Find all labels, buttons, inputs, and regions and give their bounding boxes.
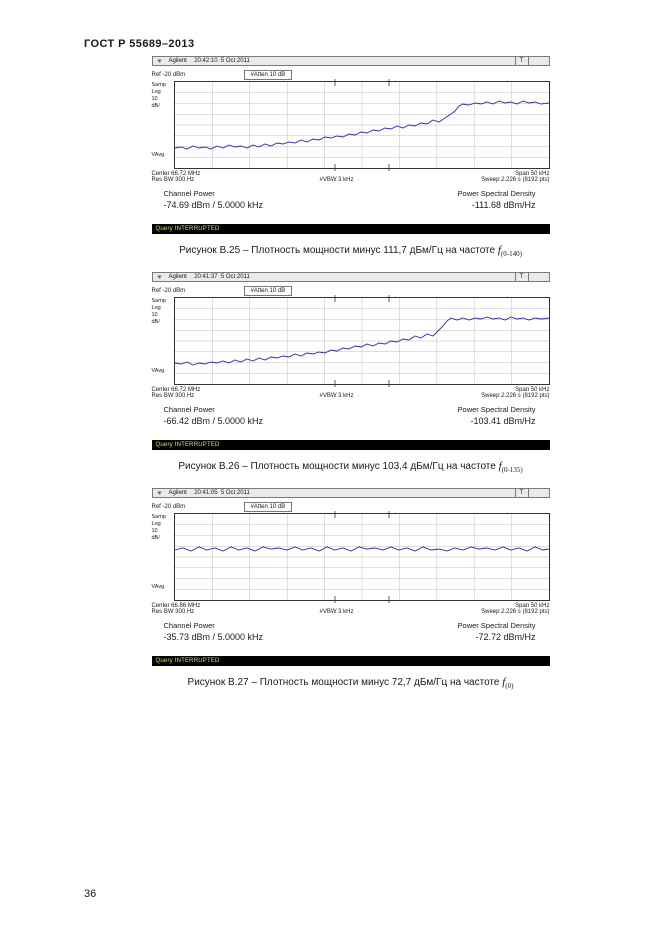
ref-label: Ref -20 dBm — [152, 504, 244, 510]
figure-caption: Рисунок В.27 – Плотность мощности минус … — [152, 676, 550, 690]
analyzer-title-bar: ✳ Agilent 20:41:05 5 Oct 2011 T — [152, 488, 550, 498]
atten-label: #Atten 10 dB — [244, 502, 293, 512]
agilent-logo-icon: ✳ — [155, 273, 165, 281]
y-axis-labels: SampLog10dB/VAvg — [152, 297, 174, 385]
vbw: #VBW 3 kHz — [244, 393, 430, 399]
analyzer-title-bar: ✳ Agilent 20:41:37 5 Oct 2011 T — [152, 272, 550, 282]
trace-indicator: T — [515, 489, 529, 497]
y-axis-labels: SampLog10dB/VAvg — [152, 513, 174, 601]
figure-caption: Рисунок В.26 – Плотность мощности минус … — [152, 460, 550, 474]
timestamp: 20:41:05 5 Oct 2011 — [191, 490, 250, 496]
brand-label: Agilent — [169, 274, 187, 280]
vbw: #VBW 3 kHz — [244, 177, 430, 183]
analyzer-title-bar: ✳ Agilent 20:42:10 5 Oct 2011 T — [152, 56, 550, 66]
res-bw: Res BW 300 Hz — [152, 177, 244, 183]
psd-label: Power Spectral Density — [350, 621, 550, 630]
res-bw: Res BW 300 Hz — [152, 609, 244, 615]
channel-power-label: Channel Power — [152, 621, 350, 630]
spectrum-plot — [174, 297, 550, 385]
atten-label: #Atten 10 dB — [244, 286, 293, 296]
analyzer-panel: ✳ Agilent 20:42:10 5 Oct 2011 T Ref -20 … — [152, 56, 550, 234]
atten-label: #Atten 10 dB — [244, 70, 293, 80]
psd-value: -111.68 dBm/Hz — [350, 200, 550, 210]
figure-26: ✳ Agilent 20:41:37 5 Oct 2011 T Ref -20 … — [152, 272, 550, 474]
channel-power-label: Channel Power — [152, 189, 350, 198]
psd-label: Power Spectral Density — [350, 189, 550, 198]
psd-label: Power Spectral Density — [350, 405, 550, 414]
channel-power-value: -74.69 dBm / 5.0000 kHz — [152, 200, 350, 210]
query-status-bar: Query INTERRUPTED — [152, 440, 550, 450]
spectrum-plot — [174, 513, 550, 601]
brand-label: Agilent — [169, 490, 187, 496]
ref-label: Ref -20 dBm — [152, 288, 244, 294]
channel-power-value: -66.42 dBm / 5.0000 kHz — [152, 416, 350, 426]
psd-value: -103.41 dBm/Hz — [350, 416, 550, 426]
res-bw: Res BW 300 Hz — [152, 393, 244, 399]
timestamp: 20:41:37 5 Oct 2011 — [191, 274, 250, 280]
brand-label: Agilent — [169, 58, 187, 64]
doc-header: ГОСТ Р 55689–2013 — [84, 38, 617, 50]
analyzer-panel: ✳ Agilent 20:41:37 5 Oct 2011 T Ref -20 … — [152, 272, 550, 450]
analyzer-panel: ✳ Agilent 20:41:05 5 Oct 2011 T Ref -20 … — [152, 488, 550, 666]
agilent-logo-icon: ✳ — [155, 57, 165, 65]
ref-label: Ref -20 dBm — [152, 72, 244, 78]
page-number: 36 — [84, 888, 96, 900]
sweep: Sweep 2.226 s (8192 pts) — [430, 177, 550, 183]
channel-power-value: -35.73 dBm / 5.0000 kHz — [152, 632, 350, 642]
timestamp: 20:42:10 5 Oct 2011 — [191, 58, 250, 64]
query-status-bar: Query INTERRUPTED — [152, 224, 550, 234]
spectrum-plot — [174, 81, 550, 169]
trace-indicator: T — [515, 273, 529, 281]
query-status-bar: Query INTERRUPTED — [152, 656, 550, 666]
figure-caption: Рисунок В.25 – Плотность мощности минус … — [152, 244, 550, 258]
channel-power-label: Channel Power — [152, 405, 350, 414]
figure-25: ✳ Agilent 20:42:10 5 Oct 2011 T Ref -20 … — [152, 56, 550, 258]
trace-indicator: T — [515, 57, 529, 65]
figure-27: ✳ Agilent 20:41:05 5 Oct 2011 T Ref -20 … — [152, 488, 550, 690]
y-axis-labels: SampLog10dB/VAvg — [152, 81, 174, 169]
sweep: Sweep 2.226 s (8192 pts) — [430, 393, 550, 399]
vbw: #VBW 3 kHz — [244, 609, 430, 615]
agilent-logo-icon: ✳ — [155, 489, 165, 497]
sweep: Sweep 2.226 s (8192 pts) — [430, 609, 550, 615]
psd-value: -72.72 dBm/Hz — [350, 632, 550, 642]
